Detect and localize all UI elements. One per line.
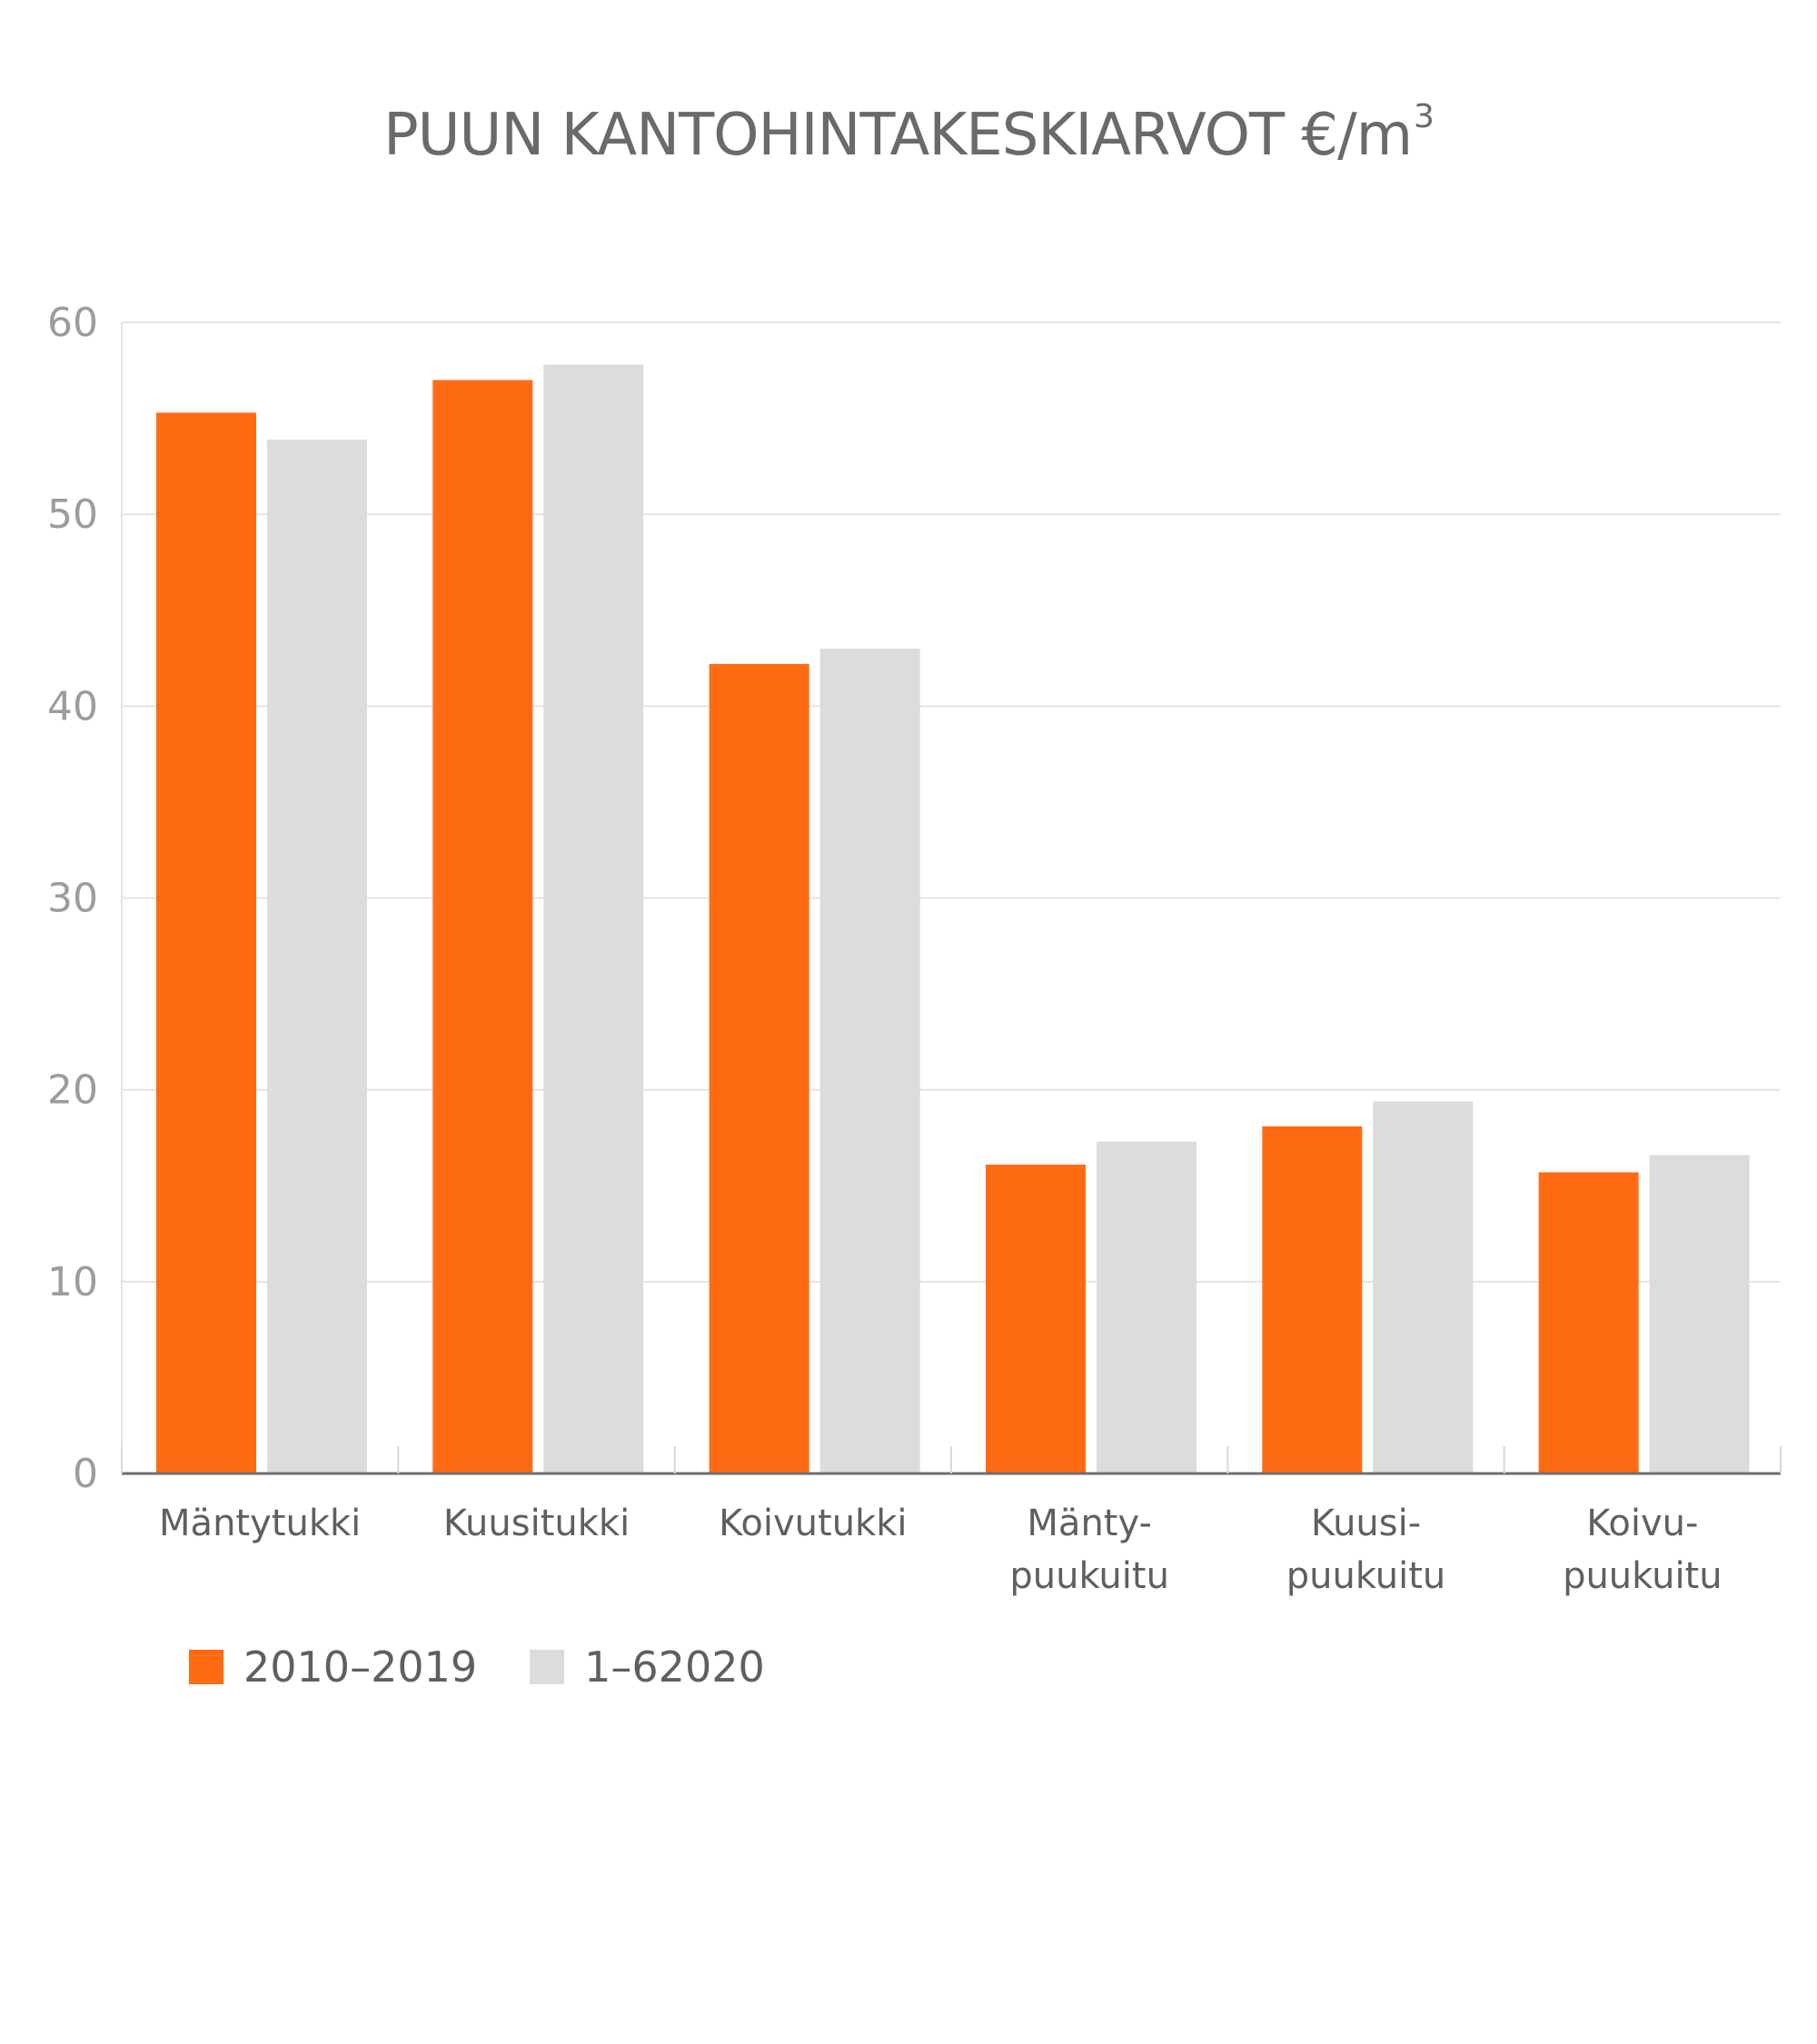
x-category-label: puukuitu: [1286, 1555, 1446, 1597]
x-category-label: Mänty-: [1027, 1503, 1151, 1544]
bar-series1-1: [432, 380, 533, 1474]
bar-series1-2: [709, 663, 809, 1473]
y-tick-label: 50: [47, 491, 98, 538]
x-category-label: puukuitu: [1563, 1555, 1723, 1597]
y-tick-label: 10: [47, 1259, 98, 1305]
labels: 0 10 20 30 40 50 60 Mäntytukki Kuusitukki Koivutu…: [47, 300, 1723, 1597]
bar-series2-3: [1097, 1141, 1196, 1473]
chart-title-text: PUUN KANTOHINTAKESKIARVOT €/m: [383, 102, 1413, 169]
legend-item: 1–62020: [530, 1642, 765, 1692]
x-category-label: Mäntytukki: [159, 1503, 361, 1544]
y-tick-label: 60: [47, 300, 98, 346]
legend-item: 2010–2019: [189, 1642, 477, 1692]
legend-label: 1–62020: [584, 1642, 765, 1692]
gridlines: [122, 322, 1781, 1283]
bar-series2-0: [267, 439, 367, 1474]
chart-title: PUUN KANTOHINTAKESKIARVOT €/m3: [0, 98, 1817, 169]
legend-swatch: [189, 1650, 223, 1684]
legend-swatch: [530, 1650, 565, 1684]
bar-series1-4: [1262, 1126, 1363, 1473]
x-category-label: Kuusi-: [1311, 1503, 1421, 1544]
legend: 2010–2019 1–62020: [189, 1642, 818, 1692]
y-tick-label: 0: [73, 1451, 98, 1497]
bar-series2-1: [543, 364, 644, 1473]
axes: [121, 322, 1782, 1475]
bars: [156, 364, 1750, 1474]
x-category-label: Koivu-: [1586, 1503, 1698, 1544]
bar-series2-2: [819, 648, 920, 1473]
chart-title-superscript: 3: [1414, 98, 1435, 135]
bar-series1-0: [156, 412, 256, 1474]
y-tick-label: 20: [47, 1067, 98, 1114]
bar-series1-5: [1538, 1172, 1639, 1473]
x-category-label: puukuitu: [1009, 1555, 1169, 1597]
y-tick-label: 40: [47, 683, 98, 729]
bar-series1-3: [986, 1165, 1086, 1473]
bar-series2-5: [1649, 1155, 1750, 1473]
x-category-label: Kuusitukki: [443, 1503, 630, 1544]
legend-label: 2010–2019: [243, 1642, 478, 1692]
bar-series2-4: [1373, 1101, 1474, 1473]
y-tick-label: 30: [47, 876, 98, 922]
x-category-label: Koivutukki: [719, 1503, 907, 1544]
